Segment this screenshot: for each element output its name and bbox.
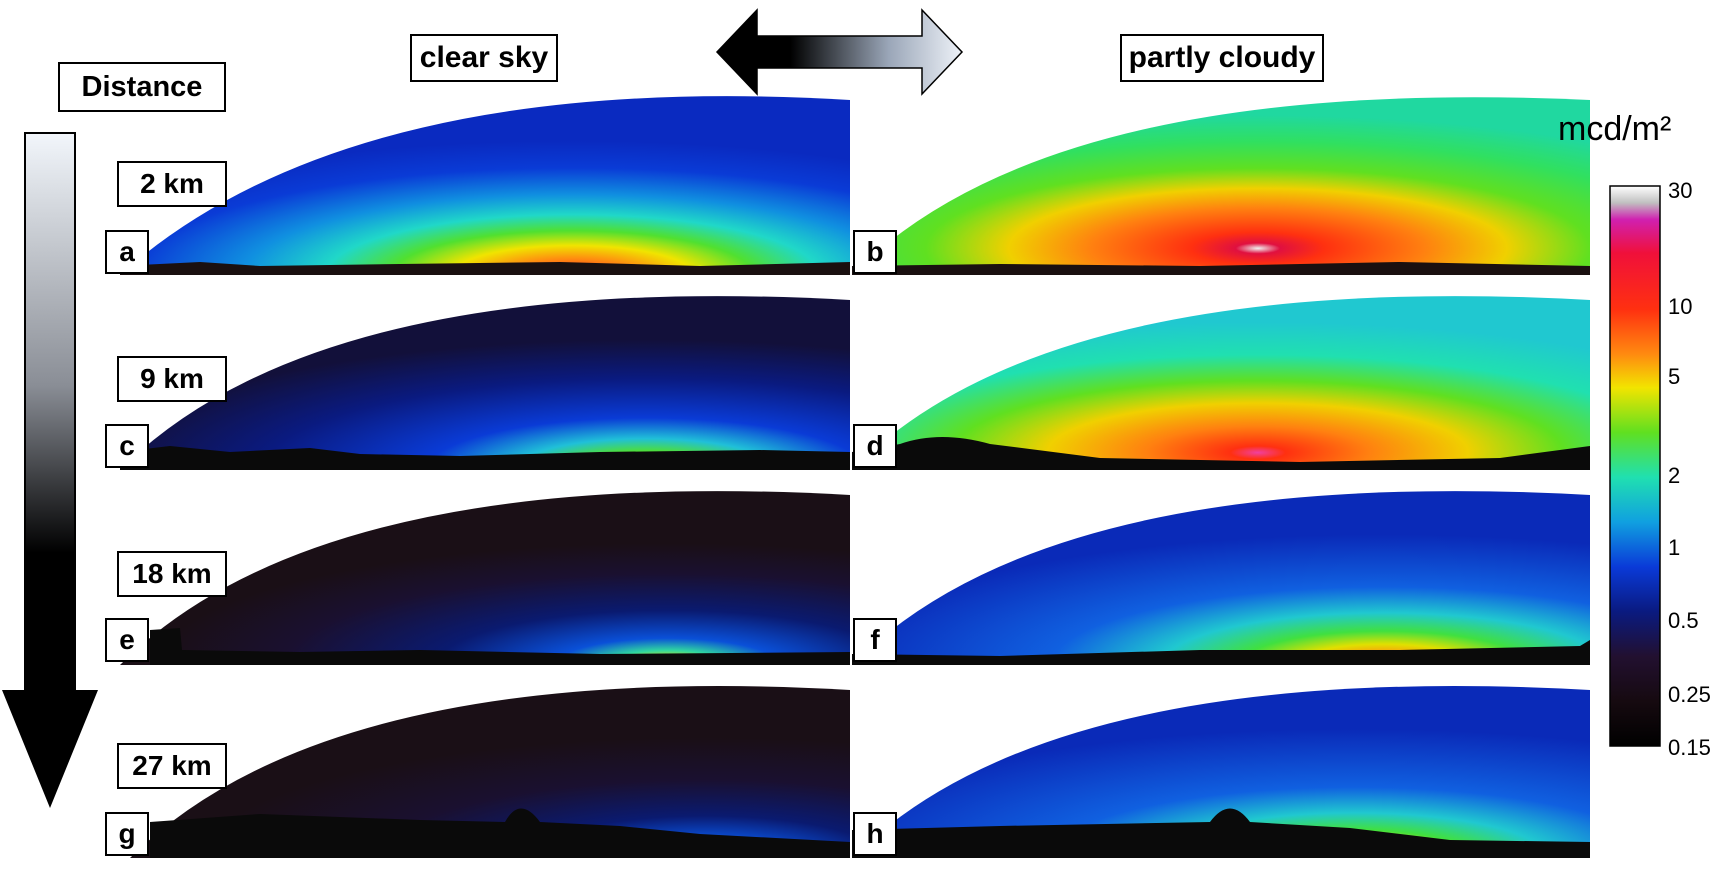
panel-e [120, 491, 850, 665]
panel-letter-d: d [853, 424, 897, 468]
panel-g [130, 686, 850, 858]
colorbar-tick: 0.15 [1668, 735, 1711, 760]
distance-label-2km: 2 km [117, 161, 227, 207]
colorbar-tick: 0.25 [1668, 682, 1711, 707]
panel-letter-c: c [105, 424, 149, 468]
colorbar-tick: 10 [1668, 294, 1693, 319]
distance-arrow [2, 132, 98, 808]
panel-b [852, 97, 1590, 275]
colorbar-unit: mcd/m² [1558, 110, 1672, 148]
panel-letter-b: b [853, 230, 897, 274]
distance-label-27km: 27 km [117, 743, 227, 789]
colorbar-tick: 2 [1668, 463, 1681, 488]
distance-label-9km: 9 km [117, 356, 227, 402]
panel-letter-f: f [853, 618, 897, 662]
colorbar-tick: 5 [1668, 364, 1681, 389]
header-partly-cloudy: partly cloudy [1120, 34, 1324, 82]
panel-d [852, 296, 1590, 470]
panel-letter-h: h [853, 812, 897, 856]
panel-h [852, 686, 1590, 858]
colorbar-tick: 0.5 [1668, 608, 1699, 633]
distance-label-18km: 18 km [117, 551, 227, 597]
panel-f [852, 491, 1590, 665]
header-clear-sky: clear sky [410, 34, 558, 82]
clear-cloudy-double-arrow [715, 8, 964, 96]
panel-letter-g: g [105, 812, 149, 856]
panel-letter-a: a [105, 230, 149, 274]
colorbar-tick: 1 [1668, 535, 1681, 560]
header-distance: Distance [58, 62, 226, 112]
panel-c [120, 296, 850, 470]
colorbar-tick: 30 [1668, 178, 1693, 203]
panel-a [120, 96, 850, 275]
panel-letter-e: e [105, 618, 149, 662]
colorbar [1609, 185, 1661, 747]
